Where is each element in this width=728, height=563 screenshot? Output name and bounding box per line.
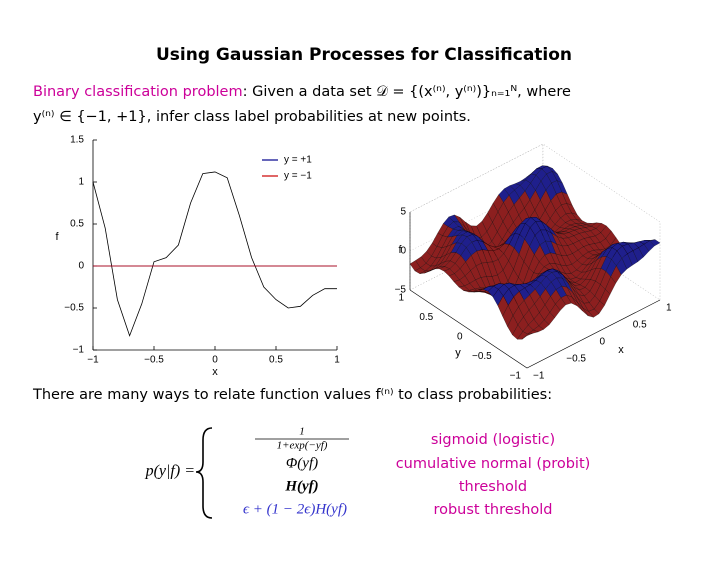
brace	[195, 427, 213, 519]
y-tick-label: −0.5	[472, 351, 492, 362]
x-tick-label: −1	[533, 371, 545, 382]
z-tick-label: 5	[400, 207, 406, 218]
y-axis-label: y	[455, 347, 461, 359]
x-axis-label: x	[212, 366, 218, 378]
relation-text: There are many ways to relate function v…	[32, 387, 552, 403]
y-tick-label: 1	[78, 177, 84, 188]
case-name: robust threshold	[433, 502, 552, 518]
y-tick-label: 0.5	[70, 219, 84, 230]
y-axis-label: f	[55, 231, 59, 243]
x-tick-label: −0.5	[144, 355, 164, 366]
x-tick-label: −0.5	[566, 354, 586, 365]
surface-edge	[409, 289, 661, 369]
x-tick-label: 0	[600, 337, 606, 348]
z-axis-label: f	[398, 244, 402, 256]
y-tick-label: 0	[457, 332, 463, 343]
case-name: threshold	[459, 479, 527, 495]
case-name: cumulative normal (probit)	[396, 456, 591, 472]
intro-line: Binary classification problem: Given a d…	[33, 84, 571, 100]
surface-grid	[409, 182, 544, 252]
y-tick-label: −1	[73, 345, 85, 356]
x-tick-label: 0.5	[269, 355, 283, 366]
equation-lhs: p(y|f) =	[145, 463, 195, 480]
z-tick-label: −5	[395, 285, 407, 296]
y-tick-label: 1.5	[70, 135, 84, 146]
y-tick-label: 1	[398, 293, 404, 304]
surface-patch	[522, 333, 533, 340]
y-tick-label: 0.5	[419, 312, 433, 323]
x-tick-label: 1	[334, 355, 340, 366]
surface-grid	[409, 221, 544, 291]
fraction-denominator: 1+exp(−yf)	[277, 440, 328, 452]
y-tick-label: 0	[78, 261, 84, 272]
slide-title: Using Gaussian Processes for Classificat…	[156, 45, 572, 65]
y-tick-label: −1	[510, 371, 522, 382]
case-formula: Φ(yf)	[286, 455, 318, 471]
surface-plot: −5 0 5 −1 −0.5 0 0.5 1 −1 −0.5 0 0.5 1 f y x	[395, 143, 672, 382]
x-tick-label: 0	[212, 355, 218, 366]
series-line	[92, 171, 337, 337]
case-name: sigmoid (logistic)	[431, 432, 555, 448]
case-formula: ϵ + (1 − 2ϵ)H(yf)	[243, 501, 347, 517]
x-axis-label: x	[618, 344, 624, 356]
z-tick-label: 0	[400, 246, 406, 257]
case-formula: H(yf)	[284, 478, 318, 494]
surface-grid	[409, 143, 544, 213]
intro-text: : Given a data set 𝒟 = {(x⁽ⁿ⁾, y⁽ⁿ⁾)}ₙ₌₁…	[243, 84, 571, 100]
x-tick-label: 0.5	[633, 320, 647, 331]
legend-label: y = −1	[284, 171, 312, 182]
x-tick-label: 1	[666, 303, 672, 314]
fraction-numerator: 1	[299, 426, 305, 438]
intro-line: y⁽ⁿ⁾ ∈ {−1, +1}, infer class label proba…	[33, 109, 471, 125]
x-tick-label: −1	[87, 355, 99, 366]
legend-label: y = +1	[284, 155, 312, 166]
y-tick-label: −0.5	[64, 303, 84, 314]
intro-highlight: Binary classification problem	[33, 84, 243, 100]
